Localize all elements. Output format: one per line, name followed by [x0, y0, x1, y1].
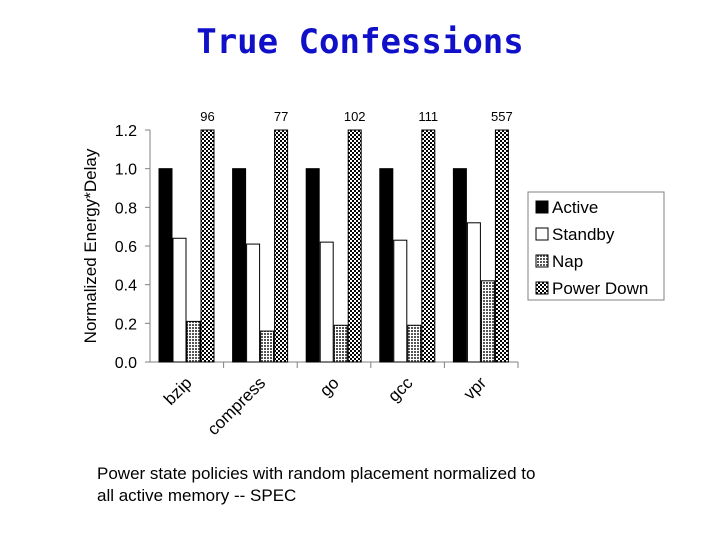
bar-standby	[466, 222, 481, 363]
y-tick-label: 0.2	[115, 316, 137, 333]
legend-box	[527, 191, 665, 301]
bar-nap	[480, 280, 495, 363]
y-tick-label: 0.8	[115, 200, 137, 217]
legend-swatch-nap	[535, 254, 549, 268]
legend-swatch-active	[535, 200, 549, 214]
legend-label: Power Down	[552, 279, 648, 298]
y-tick-label: 0.4	[115, 278, 137, 295]
bar-active	[379, 168, 394, 363]
legend-label: Standby	[552, 225, 615, 244]
bar-nap	[407, 324, 422, 363]
bar-nap	[186, 320, 201, 363]
clipped-value-label: 111	[418, 109, 438, 124]
clipped-value-label: 102	[344, 109, 366, 124]
bar-power-down	[274, 129, 289, 363]
bar-standby	[319, 241, 334, 363]
axes: 0.0 0.2 0.4 0.6 0.8 1.0 1.2 Normalized Energy*D…	[81, 123, 519, 372]
legend-label: Active	[552, 198, 598, 217]
bar-nap	[333, 324, 348, 363]
y-tick-label: 1.0	[115, 162, 137, 179]
x-tick-label: bzip	[160, 373, 195, 408]
caption: Power state policies with random placeme…	[97, 463, 657, 507]
bar-standby	[246, 243, 261, 363]
legend: Active Standby Nap Power Down	[527, 191, 665, 301]
slide-title: True Confessions	[196, 22, 524, 62]
y-tick-label: 0.0	[115, 355, 137, 372]
bar-active	[452, 168, 467, 363]
x-tick-label: go	[316, 373, 343, 400]
bar-power-down	[494, 129, 509, 363]
y-tick-label: 1.2	[115, 123, 137, 140]
caption-line-1: Power state policies with random placeme…	[97, 464, 536, 483]
caption-line-2: all active memory -- SPEC	[97, 486, 297, 505]
clipped-value-label: 557	[491, 109, 513, 124]
bar-active	[158, 168, 173, 363]
legend-swatch-power-down	[535, 281, 549, 295]
bar-power-down	[347, 129, 362, 363]
clipped-value-label: 77	[274, 109, 288, 124]
bar-power-down	[421, 129, 436, 363]
clipped-value-label: 96	[200, 109, 214, 124]
x-tick-label: gcc	[384, 373, 416, 405]
bars	[158, 129, 509, 363]
x-tick-label: vpr	[460, 373, 490, 403]
x-tick-label: compress	[204, 373, 270, 439]
y-axis-title: Normalized Energy*Delay	[81, 148, 100, 343]
bar-power-down	[200, 129, 215, 363]
y-tick-label: 0.6	[115, 239, 137, 256]
bar-active	[305, 168, 320, 363]
bar-nap	[260, 330, 275, 363]
bar-active	[232, 168, 247, 363]
legend-label: Nap	[552, 252, 583, 271]
legend-swatch-standby	[535, 227, 549, 241]
bar-standby	[172, 237, 187, 363]
bar-standby	[393, 239, 408, 363]
